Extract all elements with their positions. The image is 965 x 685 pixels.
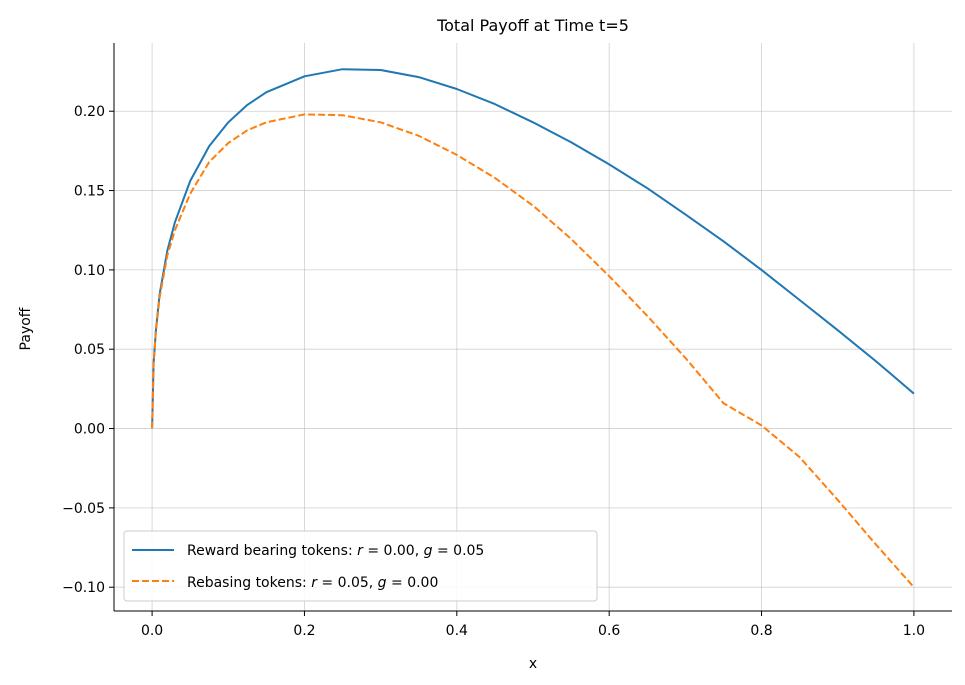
x-tick-label: 0.6 (598, 623, 620, 639)
legend-box (123, 530, 598, 602)
y-axis-label: Payoff (18, 307, 34, 350)
x-ticks: 0.0 0.2 0.4 0.6 0.8 1.0 (141, 611, 925, 639)
x-tick-label: 0.2 (293, 623, 315, 639)
y-tick-label: −0.05 (62, 501, 105, 517)
x-tick-label: 0.8 (750, 623, 772, 639)
chart-title: Total Payoff at Time t=5 (436, 16, 629, 35)
legend-label-reward: Reward bearing tokens: r = 0.00, g = 0.0… (187, 543, 484, 559)
grid-lines (114, 43, 952, 611)
plot-lines (151, 68, 915, 588)
y-tick-label: 0.10 (74, 263, 105, 279)
legend: Reward bearing tokens: r = 0.00, g = 0.0… (123, 530, 598, 602)
series-line-rebasing (151, 113, 915, 588)
x-tick-label: 0.4 (446, 623, 468, 639)
y-tick-label: 0.20 (74, 104, 105, 120)
y-tick-label: 0.00 (74, 422, 105, 438)
x-axis-label: x (529, 656, 537, 672)
y-tick-label: 0.15 (74, 184, 105, 200)
x-tick-label: 0.0 (141, 623, 163, 639)
x-tick-label: 1.0 (903, 623, 925, 639)
legend-label-rebasing: Rebasing tokens: r = 0.05, g = 0.00 (187, 575, 438, 591)
y-ticks: −0.10 −0.05 0.00 0.05 0.10 0.15 0.20 (62, 104, 114, 596)
series-line-reward-bearing (151, 68, 915, 429)
axes (113, 43, 952, 612)
y-tick-label: 0.05 (74, 342, 105, 358)
y-tick-label: −0.10 (62, 580, 105, 596)
